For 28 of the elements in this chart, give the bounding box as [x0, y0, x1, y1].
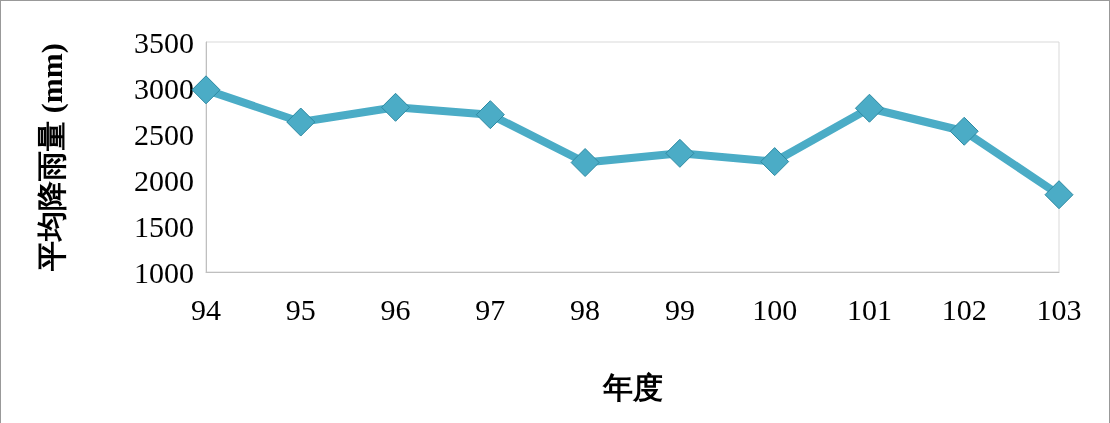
y-tick-label: 2500	[134, 117, 194, 151]
point	[854, 93, 884, 123]
y-tick-label: 1500	[134, 209, 194, 243]
y-tick-label: 2000	[134, 163, 194, 197]
point	[570, 148, 600, 178]
x-tick-label: 95	[285, 292, 316, 326]
point	[286, 107, 316, 137]
y-tick-label: 1000	[134, 255, 194, 289]
x-tick-label: 100	[752, 292, 798, 326]
point	[1044, 180, 1074, 210]
point	[475, 100, 505, 130]
point	[949, 116, 979, 146]
x-tick-label: 94	[191, 292, 221, 326]
point	[665, 138, 695, 168]
x-tick-label: 98	[570, 292, 601, 326]
x-tick-label: 97	[475, 292, 506, 326]
x-tick-label: 99	[664, 292, 695, 326]
y-tick-label: 3500	[134, 25, 194, 59]
x-axis-title: 年度	[601, 370, 663, 404]
y-axis-title: 平均降雨量 (mm)	[34, 43, 69, 272]
point	[381, 92, 411, 122]
point	[760, 147, 790, 177]
x-tick-label: 101	[846, 292, 892, 326]
x-tick-label: 103	[1036, 292, 1082, 326]
x-tick-label: 102	[941, 292, 987, 326]
x-tick-label: 96	[380, 292, 411, 326]
point	[191, 75, 221, 105]
y-tick-label: 3000	[134, 71, 194, 105]
